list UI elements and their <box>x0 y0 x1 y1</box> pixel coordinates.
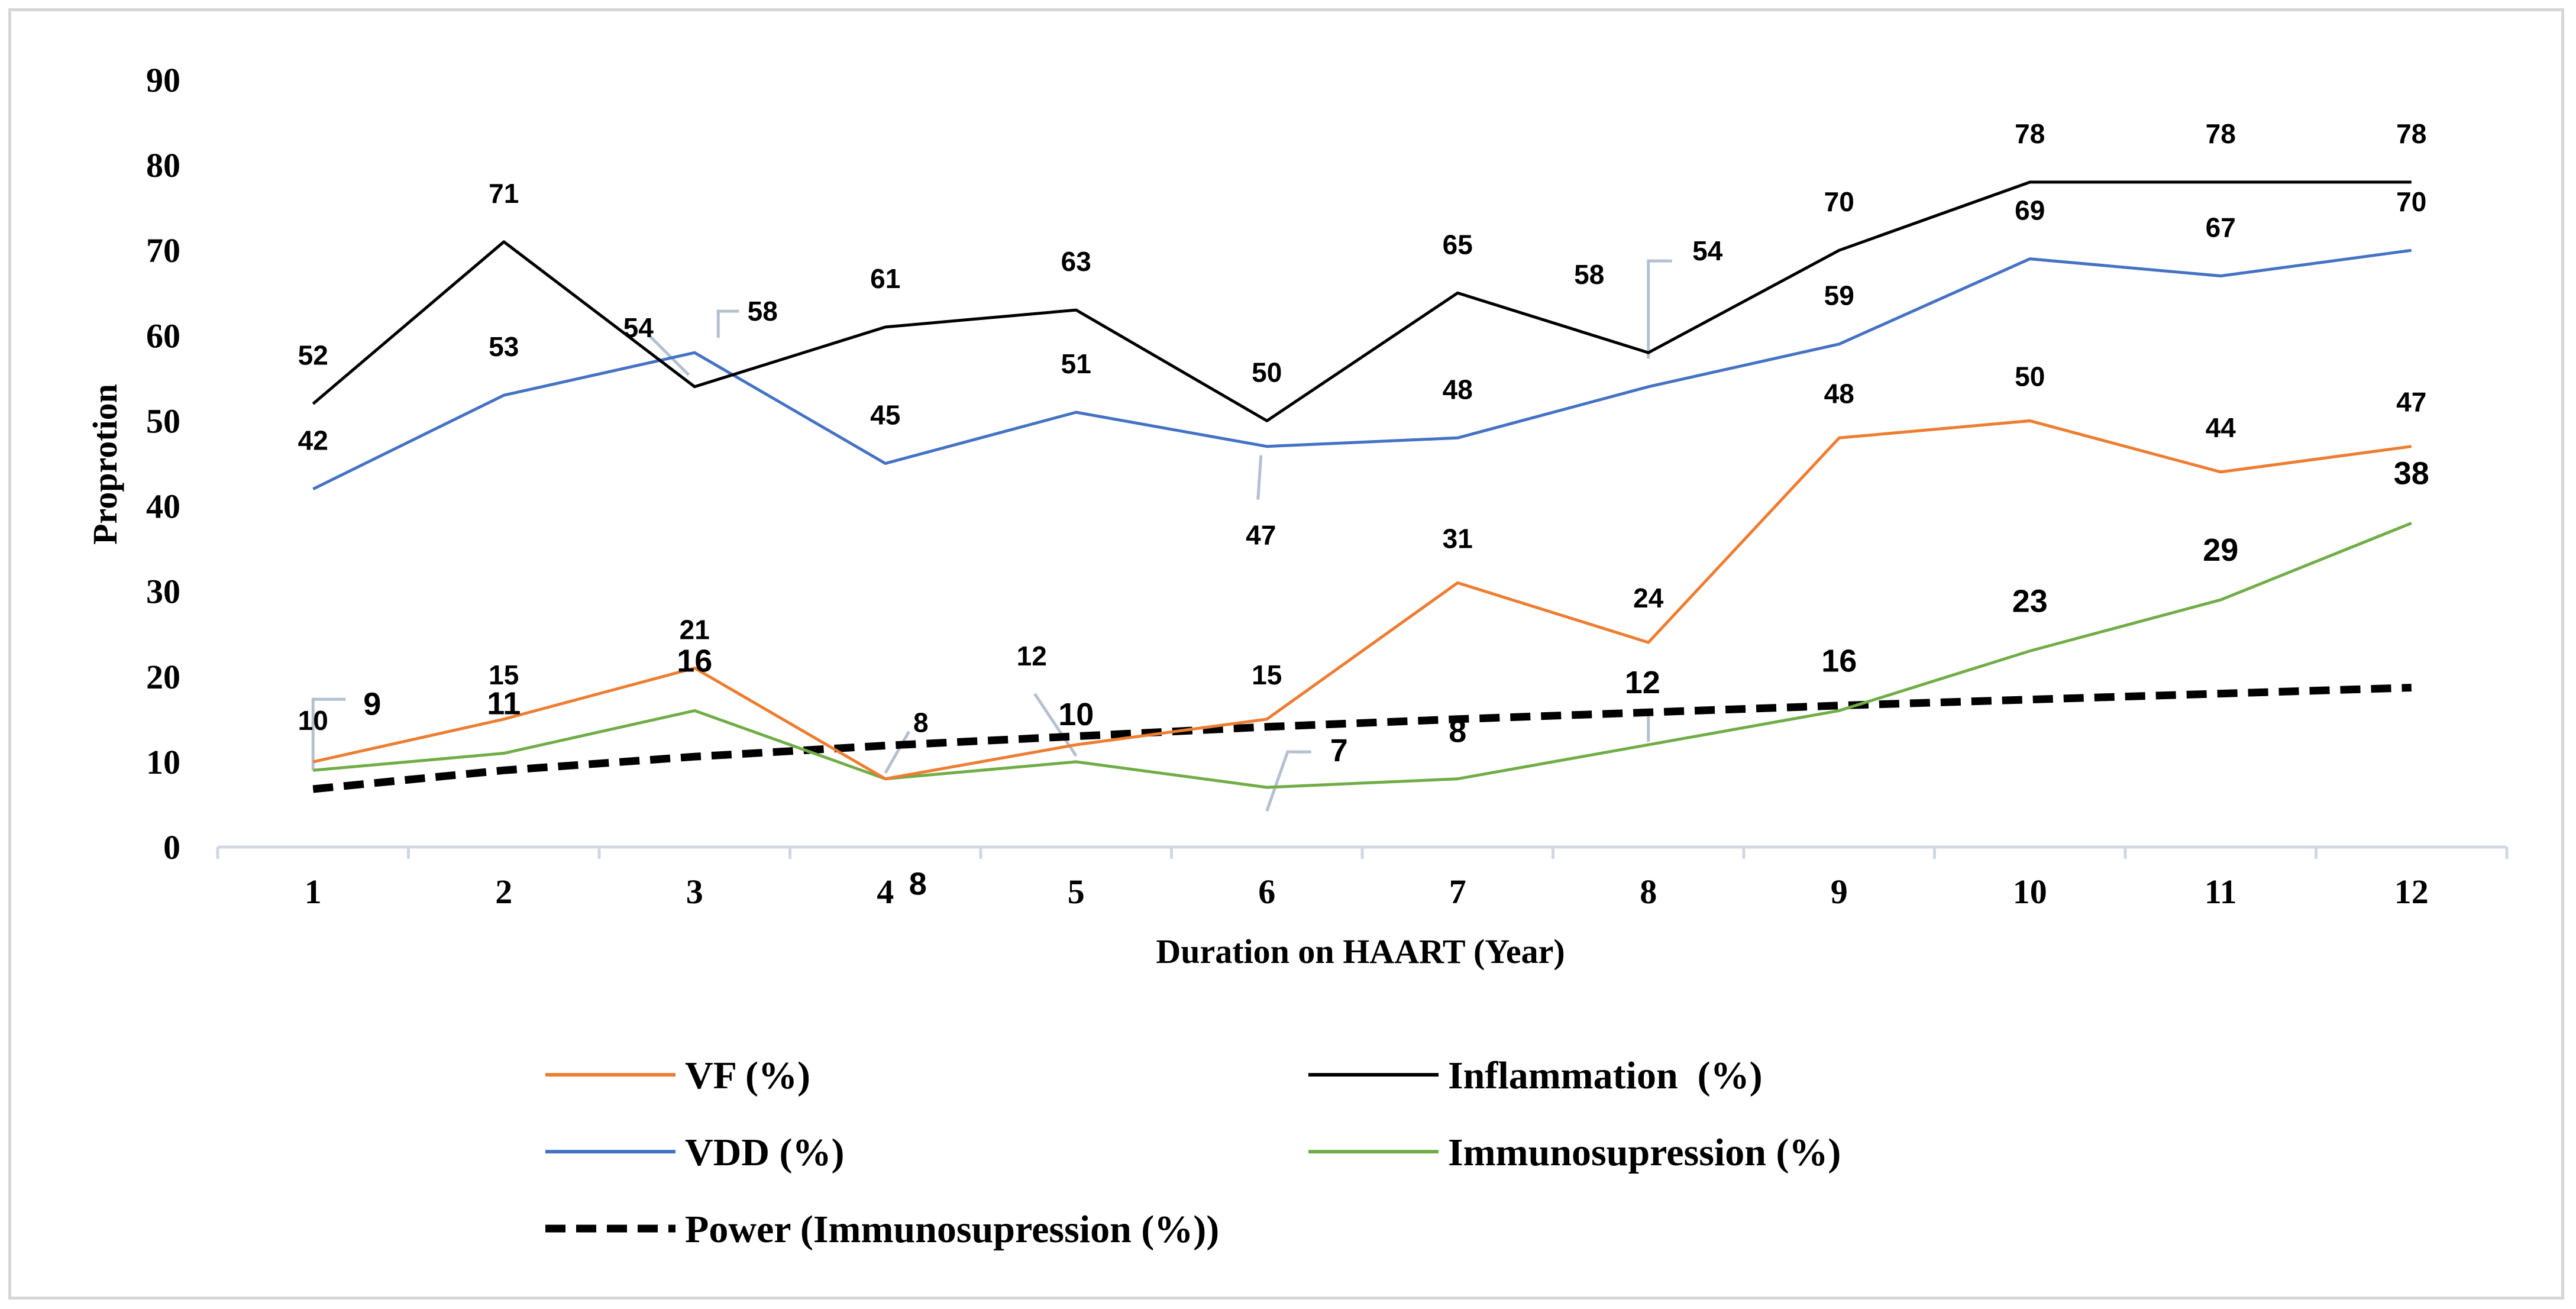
data-label: 29 <box>2203 532 2238 568</box>
data-label: 7 <box>1330 733 1348 768</box>
data-label: 15 <box>489 660 519 690</box>
series-line-inflammation <box>312 180 2412 422</box>
chart-frame <box>8 8 2564 1300</box>
data-label: 50 <box>1252 357 1282 387</box>
y-tick-label: 40 <box>146 487 180 526</box>
leader-line <box>1265 750 1311 812</box>
data-label: 48 <box>1824 378 1854 409</box>
x-tick-label: 6 <box>1258 872 1275 911</box>
leader-line <box>716 309 739 338</box>
data-label: 45 <box>870 400 900 431</box>
legend-label-vf: VF (%) <box>685 1054 810 1097</box>
data-label: 15 <box>1252 660 1282 690</box>
data-label: 42 <box>298 425 328 456</box>
y-tick-label: 50 <box>146 402 180 440</box>
y-tick-label: 60 <box>146 316 180 355</box>
x-tick-label: 9 <box>1831 872 1848 911</box>
data-label: 10 <box>298 705 328 736</box>
data-label: 9 <box>363 686 381 722</box>
data-label: 78 <box>2396 118 2426 149</box>
legend-label-inflammation: Inflammation (%) <box>1448 1054 1763 1097</box>
data-label: 65 <box>1443 229 1473 260</box>
label-leader-lines <box>311 259 1672 812</box>
data-label: 54 <box>623 312 654 343</box>
series-line-power-immunosupression <box>312 684 2412 793</box>
y-tick-label: 70 <box>146 231 180 270</box>
y-axis-title: Proprotion <box>86 384 124 545</box>
data-label: 11 <box>487 686 521 721</box>
data-label: 21 <box>680 614 710 645</box>
data-label: 24 <box>1633 583 1664 613</box>
x-tick-label: 3 <box>686 872 703 911</box>
data-label: 71 <box>489 178 519 209</box>
data-label: 70 <box>1824 186 1854 217</box>
data-label: 47 <box>1246 520 1276 551</box>
data-label: 10 <box>1058 697 1094 732</box>
x-axis-title: Duration on HAART (Year) <box>1156 932 1565 971</box>
series-lines <box>312 180 2412 793</box>
data-label: 54 <box>1692 235 1723 266</box>
leader-line <box>1647 259 1672 359</box>
data-label: 59 <box>1824 280 1854 311</box>
y-tick-label: 30 <box>146 573 180 611</box>
x-tick-label: 8 <box>1640 872 1657 911</box>
data-label: 47 <box>2396 387 2426 418</box>
series-line-vf <box>312 419 2412 781</box>
data-label: 8 <box>913 707 929 738</box>
x-tick-labels: 1 2 3 4 5 6 7 8 9 10 11 12 <box>305 872 2429 911</box>
y-tick-label: 90 <box>146 61 180 99</box>
y-tick-label: 20 <box>146 658 180 696</box>
series-line-vdd <box>312 248 2412 490</box>
data-label: 78 <box>2015 118 2045 149</box>
x-tick-label: 12 <box>2394 872 2429 911</box>
data-label: 58 <box>748 296 778 327</box>
data-label: 8 <box>1449 714 1466 749</box>
leader-line <box>1256 455 1263 500</box>
y-tick-label: 0 <box>163 828 180 867</box>
leader-line <box>884 731 910 774</box>
y-tick-label: 10 <box>146 743 180 781</box>
series-line-immunosupression <box>313 522 2412 789</box>
data-labels: 10 15 21 8 12 15 31 24 48 50 44 47 52 71 54 61 63 50 65 58 7… <box>298 118 2429 902</box>
chart-axes <box>216 845 2509 859</box>
data-label: 48 <box>1443 374 1473 405</box>
legend: VF (%) Inflammation (%) VDD (%) Immunosu… <box>545 1054 1841 1251</box>
y-tick-label: 80 <box>146 146 180 185</box>
x-tick-label: 4 <box>877 872 894 911</box>
data-label: 63 <box>1061 246 1091 277</box>
legend-label-immunosupression: Immunosupression (%) <box>1448 1131 1841 1174</box>
data-label: 61 <box>870 263 900 294</box>
data-label: 16 <box>1821 643 1857 678</box>
data-label: 23 <box>2012 584 2048 619</box>
x-tick-label: 7 <box>1449 872 1466 911</box>
x-tick-label: 11 <box>2205 872 2237 911</box>
data-label: 58 <box>1574 259 1604 290</box>
data-label: 69 <box>2015 195 2045 226</box>
data-label: 12 <box>1017 641 1047 671</box>
data-label: 53 <box>489 331 519 362</box>
data-label: 51 <box>1061 348 1091 379</box>
x-tick-label: 5 <box>1068 872 1085 911</box>
data-label: 8 <box>909 867 927 902</box>
data-label: 44 <box>2206 412 2236 443</box>
data-label: 78 <box>2206 118 2236 149</box>
data-label: 67 <box>2206 212 2236 243</box>
data-label: 70 <box>2396 186 2426 217</box>
data-label: 16 <box>677 643 712 678</box>
legend-label-power-trendline: Power (Immunosupression (%)) <box>685 1208 1219 1251</box>
x-tick-label: 10 <box>2013 872 2047 911</box>
data-label: 12 <box>1625 665 1660 700</box>
x-tick-label: 2 <box>495 872 512 911</box>
leader-line <box>311 697 346 771</box>
data-label: 38 <box>2394 455 2429 491</box>
data-label: 31 <box>1443 523 1473 554</box>
data-label: 52 <box>298 340 328 371</box>
data-label: 50 <box>2015 361 2045 392</box>
leader-line <box>649 335 690 376</box>
x-tick-label: 1 <box>305 872 322 911</box>
y-tick-labels: 0 10 20 30 40 50 60 70 80 90 <box>146 61 180 867</box>
legend-label-vdd: VDD (%) <box>685 1131 844 1174</box>
